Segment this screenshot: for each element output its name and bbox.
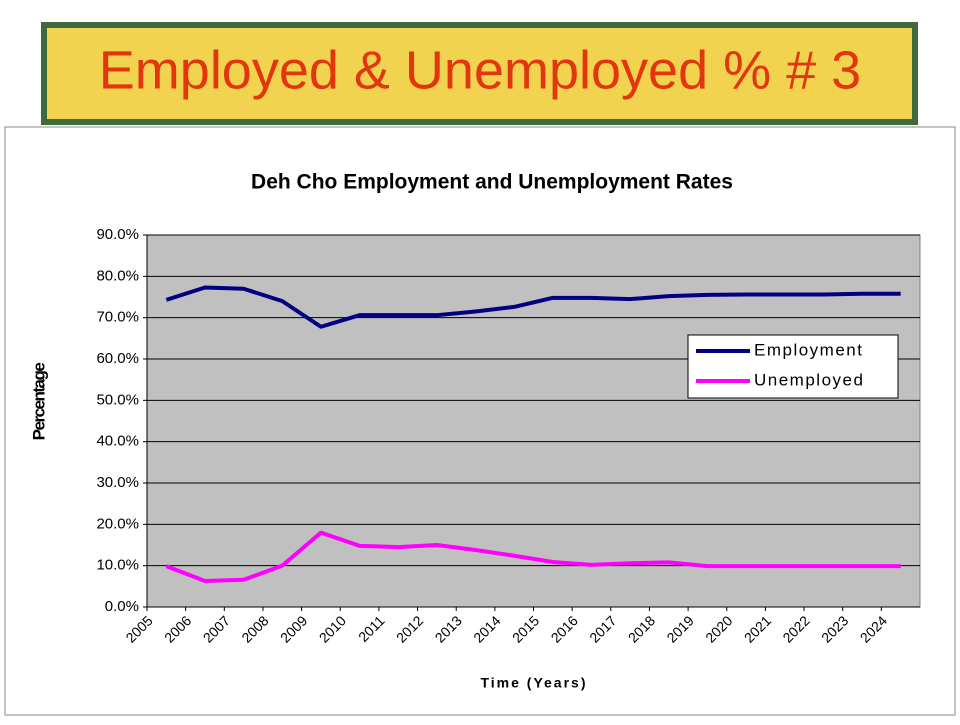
y-tick-label: 80.0% <box>96 267 139 284</box>
series-line <box>165 530 901 583</box>
title-box <box>41 22 918 125</box>
legend-label: Employment <box>754 340 863 359</box>
y-tick-label: 70.0% <box>96 309 139 326</box>
legend-label: Unemployed <box>754 370 864 389</box>
y-tick-label: 60.0% <box>96 350 139 367</box>
y-tick-label: 10.0% <box>96 557 139 574</box>
y-tick-label: 50.0% <box>96 391 139 408</box>
y-tick-label: 40.0% <box>96 433 139 450</box>
x-axis-label: Time (Years) <box>480 675 587 691</box>
plot-area <box>146 234 921 608</box>
y-axis-label: Percentage <box>29 363 48 441</box>
y-tick-label: 0.0% <box>105 598 139 615</box>
y-tick-label: 90.0% <box>96 226 139 243</box>
slide-title: Employed & Unemployed % # 3 <box>99 40 861 100</box>
legend-box <box>687 334 899 399</box>
series-line <box>165 285 901 329</box>
y-tick-label: 20.0% <box>96 515 139 532</box>
y-tick-label: 30.0% <box>96 474 139 491</box>
chart-title: Deh Cho Employment and Unemployment Rate… <box>251 171 733 194</box>
